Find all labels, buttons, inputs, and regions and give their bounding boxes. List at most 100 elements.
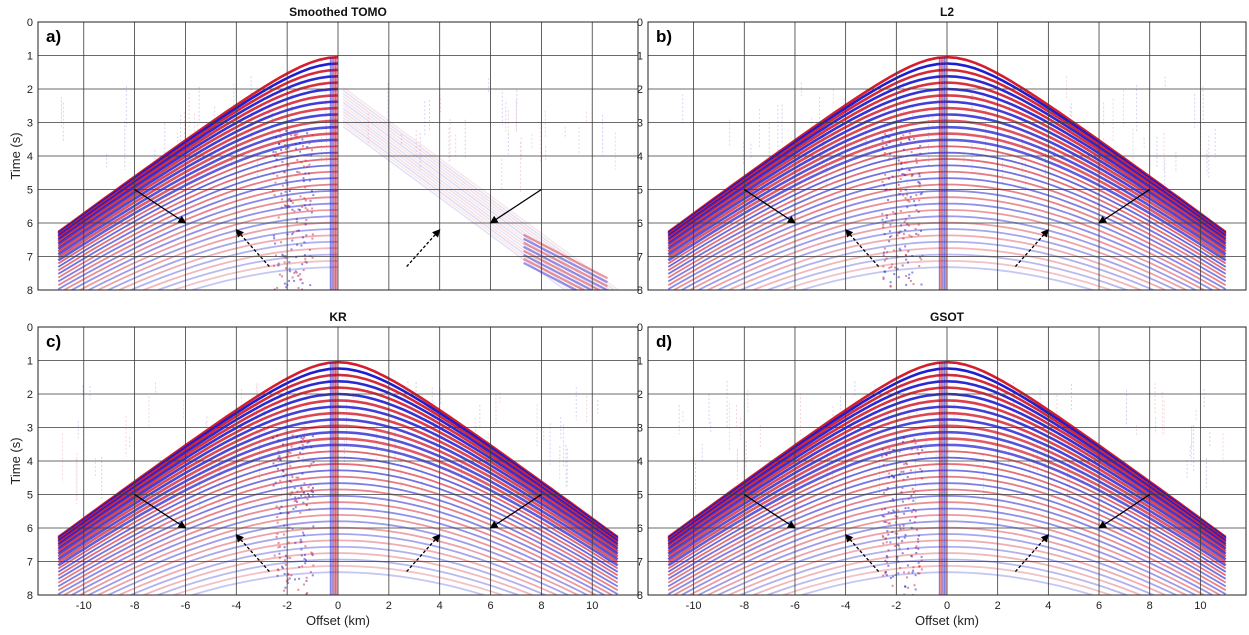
speckle bbox=[309, 284, 312, 287]
speckle bbox=[302, 531, 305, 534]
speckle bbox=[898, 231, 901, 234]
wavefront bbox=[57, 373, 339, 541]
speckle bbox=[902, 134, 905, 137]
speckle bbox=[905, 275, 908, 277]
plot-frame bbox=[37, 21, 639, 291]
wavefront bbox=[57, 138, 339, 262]
speckle bbox=[903, 571, 905, 574]
speckle bbox=[902, 524, 905, 527]
solid-arrow bbox=[489, 493, 542, 529]
wavefront bbox=[946, 221, 1189, 290]
wavefront bbox=[57, 463, 339, 577]
panel-title: Smoothed TOMO bbox=[289, 5, 387, 19]
wavefront bbox=[57, 177, 339, 283]
wavefront bbox=[57, 405, 339, 550]
speckle bbox=[281, 253, 284, 256]
speckle bbox=[912, 508, 915, 511]
speckle bbox=[918, 175, 921, 178]
speckle bbox=[917, 538, 920, 540]
wavefront bbox=[337, 565, 506, 595]
speckle bbox=[888, 522, 891, 525]
wavefront bbox=[946, 437, 1227, 564]
speckle bbox=[886, 561, 888, 564]
speckle bbox=[310, 488, 313, 491]
wavefront bbox=[106, 228, 339, 290]
speckle bbox=[276, 174, 279, 177]
speckle bbox=[888, 266, 891, 269]
speckle bbox=[281, 184, 284, 187]
speckle bbox=[287, 581, 289, 584]
speckle bbox=[889, 236, 891, 238]
speckle bbox=[298, 446, 301, 449]
speckle bbox=[284, 473, 287, 476]
wavefront bbox=[946, 411, 1227, 553]
speckle bbox=[888, 452, 891, 455]
speckle bbox=[896, 234, 899, 237]
speckle bbox=[913, 200, 916, 203]
speckle bbox=[907, 497, 910, 500]
x-tick-label: -6 bbox=[790, 600, 800, 612]
speckle bbox=[284, 190, 287, 193]
wavefront bbox=[155, 253, 339, 290]
y-tick-label: 2 bbox=[27, 389, 33, 401]
y-tick-label: 5 bbox=[27, 185, 33, 197]
dashed-arrow bbox=[235, 228, 270, 267]
wavefront bbox=[946, 183, 1227, 286]
plot-frame bbox=[647, 326, 1247, 596]
speckle bbox=[898, 169, 901, 172]
speckle bbox=[917, 561, 920, 564]
speckle bbox=[301, 472, 304, 475]
speckle bbox=[881, 455, 884, 458]
wavefront bbox=[57, 94, 339, 243]
speckle bbox=[284, 256, 287, 259]
speckle bbox=[912, 566, 915, 569]
speckle bbox=[888, 472, 891, 475]
speckle bbox=[301, 565, 304, 568]
speckle bbox=[275, 158, 278, 161]
speckle bbox=[904, 461, 907, 464]
wavefront bbox=[337, 430, 619, 561]
speckle bbox=[301, 205, 304, 208]
speckle bbox=[287, 573, 290, 576]
y-tick-label: 5 bbox=[637, 185, 643, 197]
tail-trace bbox=[342, 95, 608, 290]
speckle bbox=[308, 249, 311, 251]
speckle bbox=[893, 449, 896, 451]
wavefront bbox=[57, 125, 339, 256]
speckle bbox=[888, 141, 891, 144]
event-trace bbox=[523, 257, 587, 290]
speckle bbox=[291, 233, 294, 236]
event-trace bbox=[523, 253, 594, 290]
speckle bbox=[277, 450, 280, 453]
y-tick-label: 7 bbox=[637, 252, 643, 264]
speckle bbox=[883, 507, 886, 510]
speckle bbox=[884, 270, 887, 273]
wavefront bbox=[667, 367, 948, 540]
speckle bbox=[300, 494, 303, 497]
wavefront bbox=[57, 450, 339, 570]
speckle bbox=[901, 500, 904, 503]
speckle bbox=[883, 184, 886, 187]
wavefront bbox=[57, 424, 339, 558]
speckle bbox=[311, 256, 314, 259]
speckle bbox=[275, 464, 278, 467]
wavefront bbox=[337, 399, 619, 548]
wavefront bbox=[57, 151, 339, 268]
wavefront bbox=[946, 501, 1222, 595]
speckle bbox=[302, 269, 305, 272]
speckle bbox=[919, 256, 921, 259]
speckle bbox=[291, 474, 294, 477]
speckle bbox=[912, 499, 915, 502]
speckle bbox=[889, 285, 892, 288]
speckle bbox=[276, 467, 279, 470]
speckle bbox=[915, 232, 918, 235]
speckle bbox=[280, 241, 282, 244]
speckle bbox=[901, 487, 904, 489]
wavefront bbox=[57, 189, 339, 290]
wavefront bbox=[667, 463, 948, 577]
speckle bbox=[917, 572, 920, 575]
speckle bbox=[308, 142, 311, 145]
speckle bbox=[882, 226, 885, 229]
speckle bbox=[915, 161, 918, 164]
speckle bbox=[288, 261, 291, 264]
